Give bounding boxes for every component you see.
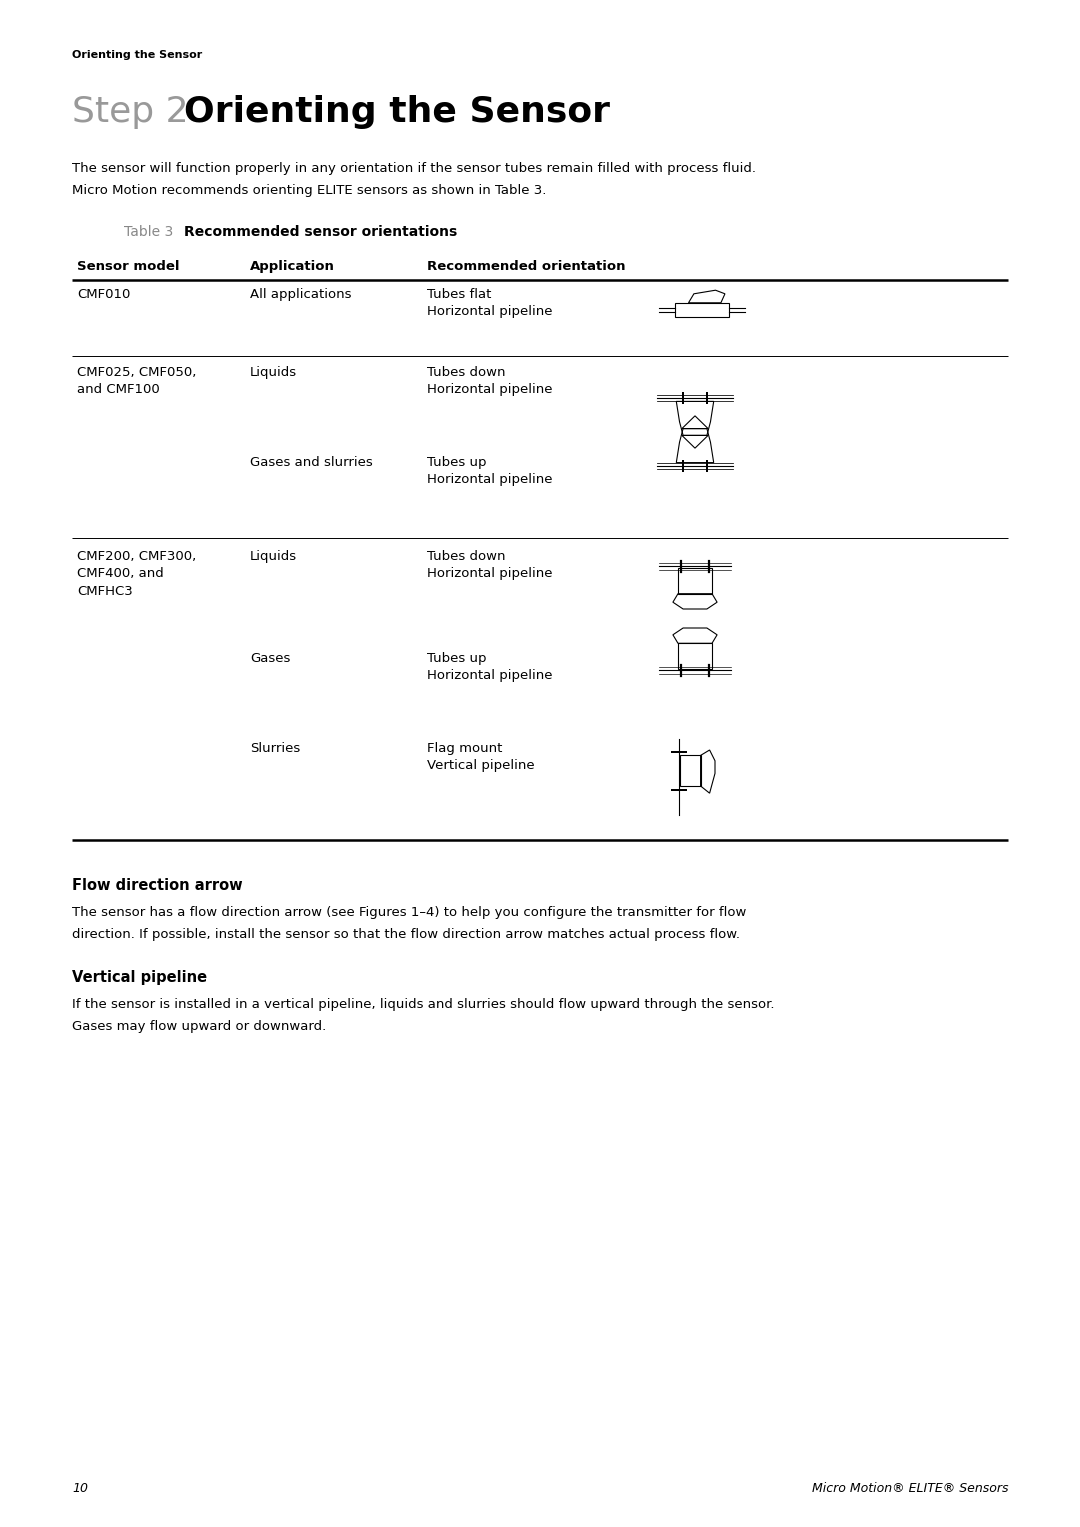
Text: Micro Motion® ELITE® Sensors: Micro Motion® ELITE® Sensors	[811, 1483, 1008, 1495]
Text: direction. If possible, install the sensor so that the flow direction arrow matc: direction. If possible, install the sens…	[72, 928, 740, 941]
Text: Liquids: Liquids	[249, 550, 297, 563]
Text: Vertical pipeline: Vertical pipeline	[72, 970, 207, 985]
Text: Liquids: Liquids	[249, 366, 297, 379]
Text: Orienting the Sensor: Orienting the Sensor	[184, 95, 610, 128]
Text: Slurries: Slurries	[249, 742, 300, 754]
Text: CMF200, CMF300,
CMF400, and
CMFHC3: CMF200, CMF300, CMF400, and CMFHC3	[77, 550, 197, 599]
Text: CMF010: CMF010	[77, 289, 131, 301]
Text: Tubes up
Horizontal pipeline: Tubes up Horizontal pipeline	[427, 652, 553, 683]
Text: Tubes up
Horizontal pipeline: Tubes up Horizontal pipeline	[427, 457, 553, 487]
Text: If the sensor is installed in a vertical pipeline, liquids and slurries should f: If the sensor is installed in a vertical…	[72, 999, 774, 1011]
Text: The sensor will function properly in any orientation if the sensor tubes remain : The sensor will function properly in any…	[72, 162, 756, 176]
Text: Recommended sensor orientations: Recommended sensor orientations	[184, 224, 457, 240]
Text: Micro Motion recommends orienting ELITE sensors as shown in Table 3.: Micro Motion recommends orienting ELITE …	[72, 183, 546, 197]
Text: Gases: Gases	[249, 652, 291, 664]
Text: Orienting the Sensor: Orienting the Sensor	[72, 50, 202, 60]
Text: Tubes down
Horizontal pipeline: Tubes down Horizontal pipeline	[427, 550, 553, 580]
Text: CMF025, CMF050,
and CMF100: CMF025, CMF050, and CMF100	[77, 366, 197, 397]
Text: Gases may flow upward or downward.: Gases may flow upward or downward.	[72, 1020, 326, 1032]
Text: Flow direction arrow: Flow direction arrow	[72, 878, 243, 893]
Text: 10: 10	[72, 1483, 87, 1495]
Text: Recommended orientation: Recommended orientation	[427, 260, 625, 273]
Text: Sensor model: Sensor model	[77, 260, 179, 273]
Text: Application: Application	[249, 260, 335, 273]
Text: Tubes down
Horizontal pipeline: Tubes down Horizontal pipeline	[427, 366, 553, 397]
Text: All applications: All applications	[249, 289, 351, 301]
Text: Gases and slurries: Gases and slurries	[249, 457, 373, 469]
Text: Tubes flat
Horizontal pipeline: Tubes flat Horizontal pipeline	[427, 289, 553, 319]
Text: Flag mount
Vertical pipeline: Flag mount Vertical pipeline	[427, 742, 535, 773]
Text: Step 2: Step 2	[72, 95, 189, 128]
Text: The sensor has a flow direction arrow (see Figures 1–4) to help you configure th: The sensor has a flow direction arrow (s…	[72, 906, 746, 919]
Text: Table 3: Table 3	[124, 224, 173, 240]
